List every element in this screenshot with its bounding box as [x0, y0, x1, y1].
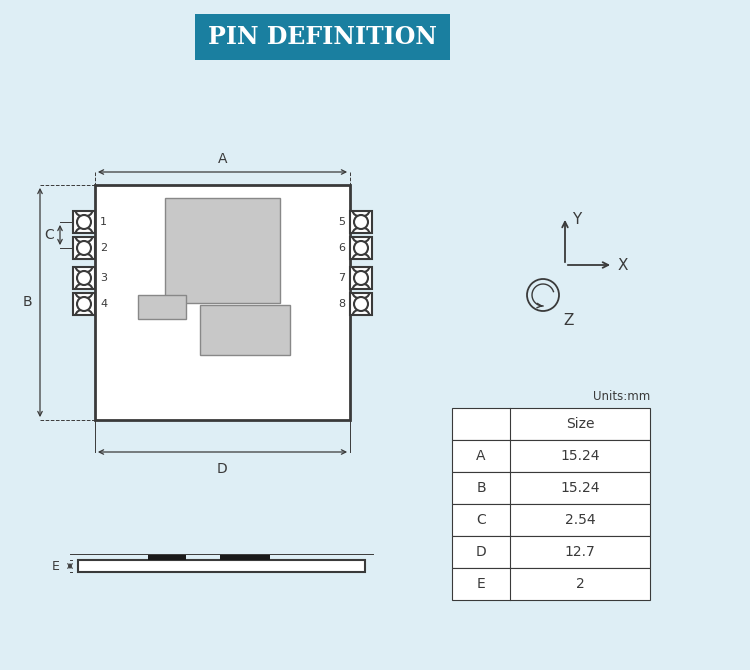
Text: B: B: [476, 481, 486, 495]
Text: 8: 8: [338, 299, 345, 309]
Bar: [350, 211, 372, 233]
Text: 2: 2: [100, 243, 107, 253]
Bar: [73, 293, 95, 315]
Circle shape: [354, 241, 368, 255]
Text: C: C: [44, 228, 54, 242]
Text: 2.54: 2.54: [565, 513, 596, 527]
Text: 15.24: 15.24: [560, 481, 600, 495]
Text: Units:mm: Units:mm: [592, 390, 650, 403]
Text: 3: 3: [100, 273, 107, 283]
Bar: [350, 237, 372, 259]
Bar: [452, 472, 650, 504]
Text: E: E: [477, 577, 485, 591]
Bar: [452, 568, 650, 600]
Bar: [148, 555, 186, 560]
Bar: [220, 555, 270, 560]
Bar: [165, 198, 280, 303]
Text: PIN DEFINITION: PIN DEFINITION: [208, 25, 436, 49]
Bar: [95, 185, 350, 420]
Text: B: B: [22, 295, 32, 310]
Bar: [73, 237, 95, 259]
Text: Size: Size: [566, 417, 594, 431]
Bar: [78, 560, 365, 572]
Circle shape: [354, 297, 368, 311]
Bar: [452, 504, 650, 536]
Bar: [138, 295, 186, 319]
Bar: [73, 211, 95, 233]
Text: 12.7: 12.7: [565, 545, 596, 559]
Text: E: E: [52, 559, 60, 572]
Text: A: A: [476, 449, 486, 463]
Text: 6: 6: [338, 243, 345, 253]
Circle shape: [77, 297, 91, 311]
Circle shape: [77, 215, 91, 229]
Text: 5: 5: [338, 217, 345, 227]
Circle shape: [77, 271, 91, 285]
Circle shape: [77, 241, 91, 255]
Text: A: A: [217, 152, 227, 166]
Text: Z: Z: [563, 313, 573, 328]
Circle shape: [354, 215, 368, 229]
Circle shape: [527, 279, 559, 311]
Text: Y: Y: [572, 212, 581, 226]
Bar: [200, 305, 290, 355]
Circle shape: [354, 271, 368, 285]
Bar: [73, 267, 95, 289]
Text: D: D: [476, 545, 486, 559]
Text: 1: 1: [100, 217, 107, 227]
Text: 2: 2: [576, 577, 584, 591]
Bar: [350, 267, 372, 289]
Text: X: X: [618, 257, 628, 273]
Text: 7: 7: [338, 273, 345, 283]
Bar: [350, 293, 372, 315]
Bar: [195, 14, 450, 60]
Bar: [452, 440, 650, 472]
Text: 4: 4: [100, 299, 107, 309]
Text: 15.24: 15.24: [560, 449, 600, 463]
Bar: [452, 536, 650, 568]
Bar: [452, 408, 650, 440]
Text: C: C: [476, 513, 486, 527]
Text: D: D: [217, 462, 228, 476]
